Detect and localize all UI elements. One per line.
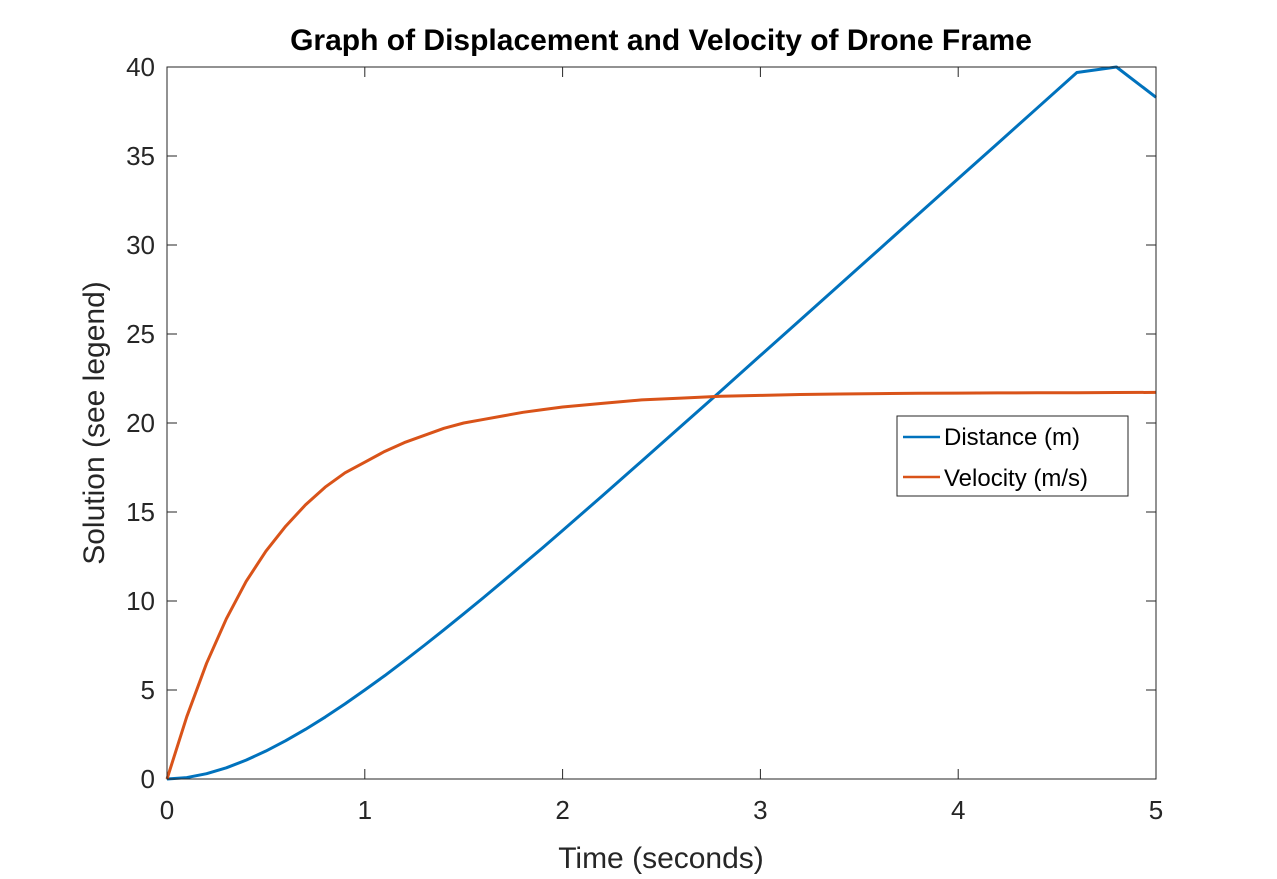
y-tick-label: 10 — [126, 586, 155, 616]
series-layer — [165, 65, 1157, 781]
x-tick-label: 1 — [358, 795, 372, 825]
series-line-distance — [166, 65, 1157, 781]
y-tick-label: 20 — [126, 408, 155, 438]
x-tick-label: 4 — [951, 795, 965, 825]
y-tick-label: 40 — [126, 52, 155, 82]
y-tick-label: 0 — [141, 764, 155, 794]
y-tick-label: 30 — [126, 230, 155, 260]
series-line-velocity — [165, 390, 1157, 780]
legend: Distance (m) Velocity (m/s) — [896, 415, 1129, 497]
axes-box — [166, 66, 1157, 780]
x-tick-label: 3 — [753, 795, 767, 825]
y-tick-label: 25 — [126, 319, 155, 349]
y-tick-label: 5 — [141, 675, 155, 705]
x-tick-label: 2 — [555, 795, 569, 825]
chart-title: Graph of Displacement and Velocity of Dr… — [290, 24, 1032, 57]
y-axis-label: Solution (see legend) — [78, 281, 111, 565]
legend-label-distance: Distance (m) — [944, 424, 1080, 451]
legend-box — [896, 415, 1129, 497]
legend-label-velocity: Velocity (m/s) — [944, 465, 1088, 492]
x-tick-label: 5 — [1149, 795, 1163, 825]
x-tick-label: 0 — [160, 795, 174, 825]
x-axis-label: Time (seconds) — [558, 842, 764, 875]
y-tick-label: 35 — [126, 141, 155, 171]
y-tick-label: 15 — [126, 497, 155, 527]
